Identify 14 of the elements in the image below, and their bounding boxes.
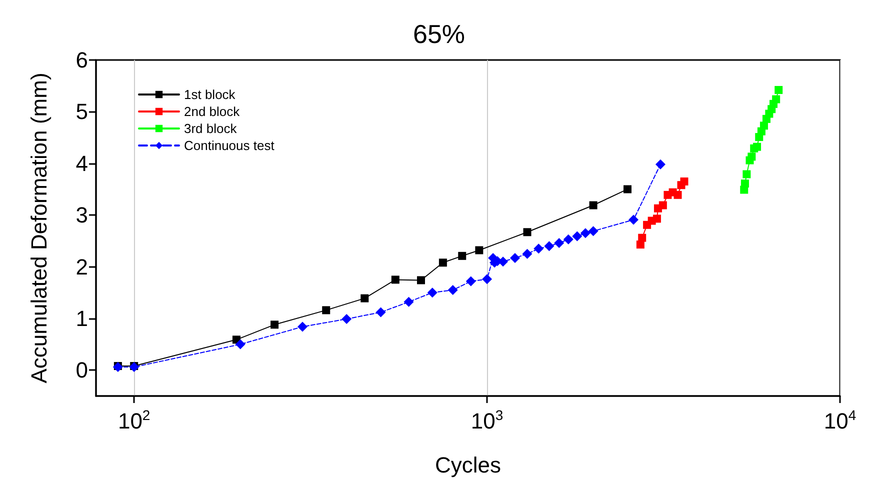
y-tick-label: 4 [76,150,88,176]
y-tick-label: 2 [76,254,88,280]
y-tick-label: 3 [76,202,88,228]
legend-label: 2nd block [184,104,240,119]
chart-title: 65% [412,19,466,49]
y-axis-title: Accumulated Deformation (mm) [26,72,52,384]
legend-label: 1st block [184,87,236,102]
y-tick-label: 5 [76,99,88,124]
y-tick-label: 6 [76,48,88,72]
x-axis-title: Cycles [434,452,502,478]
y-tick-label: 1 [76,306,88,331]
legend-label: 3rd block [184,121,238,136]
legend-label: Continuous test [184,138,275,153]
y-tick-label: 0 [76,358,88,383]
